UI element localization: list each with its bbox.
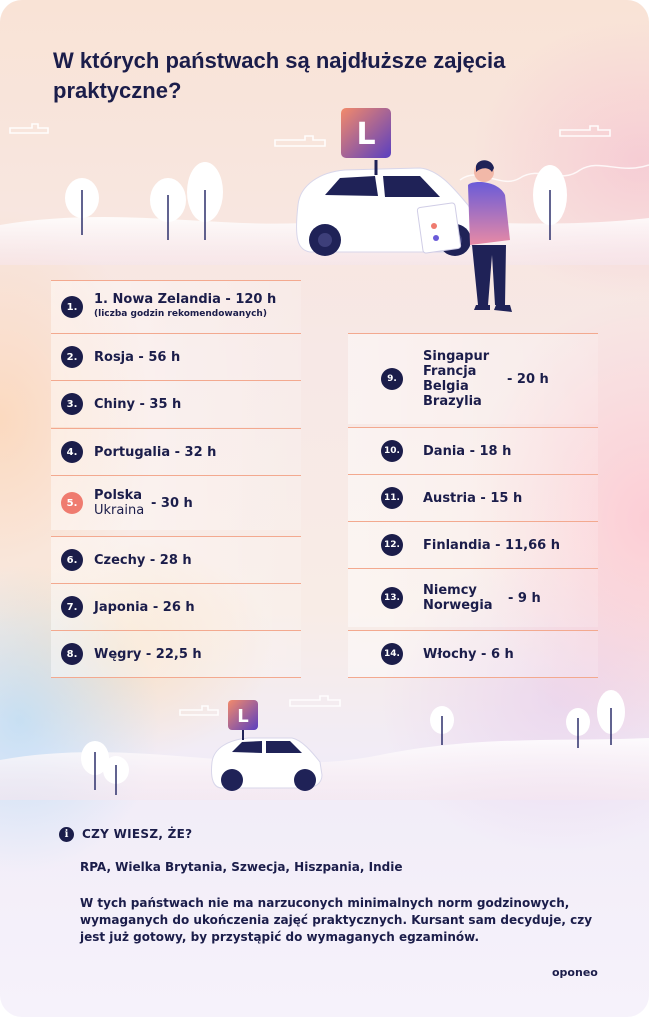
fact-text: W tych państwach nie ma narzuconych mini… [80,896,593,944]
country-label: Portugalia - 32 h [94,444,217,460]
list-item: 14. Włochy - 6 h [348,630,598,678]
hours-value: - 30 h [151,495,193,511]
list-item-highlight: 5. Polska Ukraina - 30 h [51,475,301,530]
sign-letter: L [237,706,248,727]
country-label: Rosja - 56 h [94,349,181,365]
brand-logo: oponeo [552,966,598,979]
country-label: Niemcy Norwegia [423,583,493,613]
rank-badge: 7. [61,596,83,618]
country-label: Austria - 15 h [423,490,523,506]
country-note: (liczba godzin rekomendowanych) [94,309,267,319]
country-label: Singapur Francja Belgia Brazylia [423,349,489,409]
driving-school-sign [228,700,258,730]
list-item: 6. Czechy - 28 h [51,536,301,583]
list-item: 11. Austria - 15 h [348,474,598,521]
rank-badge: 13. [381,587,403,609]
country-name: 1. Nowa Zelandia - 120 h [94,292,277,307]
rank-badge: 14. [381,643,403,665]
list-item: 7. Japonia - 26 h [51,583,301,630]
list-item: 1. 1. Nowa Zelandia - 120 h (liczba godz… [51,280,301,333]
fact-heading: CZY WIESZ, ŻE? [82,827,193,841]
country-label: Dania - 18 h [423,443,512,459]
rank-badge: 8. [61,643,83,665]
country-label: Włochy - 6 h [423,646,514,662]
list-item: 3. Chiny - 35 h [51,380,301,427]
car-icon [211,728,323,791]
country-label: 1. Nowa Zelandia - 120 h (liczba godzin … [94,292,276,322]
tree-icon [65,162,567,240]
hours-value: - 9 h [508,590,541,606]
hours-value: - 20 h [507,371,549,387]
instructor-figure [416,160,512,312]
country-name: Francja [423,364,477,379]
country-name: Brazylia [423,394,482,409]
rank-badge: 9. [381,368,403,390]
info-icon: i [59,827,74,842]
rank-badge: 4. [61,441,83,463]
country-name: Belgia [423,379,469,394]
country-label: Polska Ukraina [94,488,144,518]
list-item: 4. Portugalia - 32 h [51,428,301,475]
tree-icon [81,690,625,795]
country-name: Polska [94,488,143,503]
rank-badge: 1. [61,296,83,318]
rank-badge: 3. [61,393,83,415]
list-item: 9. Singapur Francja Belgia Brazylia - 20… [348,333,598,424]
list-item: 8. Węgry - 22,5 h [51,630,301,678]
page-title: W których państwach są najdłuższe zajęci… [53,48,506,103]
list-item: 13. Niemcy Norwegia - 9 h [348,568,598,627]
country-name: Niemcy [423,583,477,598]
country-name: Norwegia [423,598,493,613]
cloud-icon [9,123,611,716]
rank-badge: 6. [61,549,83,571]
country-label: Japonia - 26 h [94,599,195,615]
list-item: 12. Finlandia - 11,66 h [348,521,598,568]
driving-school-sign [341,108,391,158]
sign-letter: L [356,117,375,152]
country-label: Chiny - 35 h [94,396,182,412]
country-label: Czechy - 28 h [94,552,192,568]
rank-badge: 5. [61,492,83,514]
rank-badge: 12. [381,534,403,556]
country-name: Singapur [423,349,490,364]
country-label: Finlandia - 11,66 h [423,537,560,553]
list-item: 10. Dania - 18 h [348,427,598,474]
fact-countries: RPA, Wielka Brytania, Szwecja, Hiszpania… [80,860,403,874]
list-item: 2. Rosja - 56 h [51,333,301,380]
rank-badge: 10. [381,440,403,462]
country-label: Węgry - 22,5 h [94,646,202,662]
rank-badge: 2. [61,346,83,368]
rank-badge: 11. [381,487,403,509]
country-name: Ukraina [94,503,145,518]
